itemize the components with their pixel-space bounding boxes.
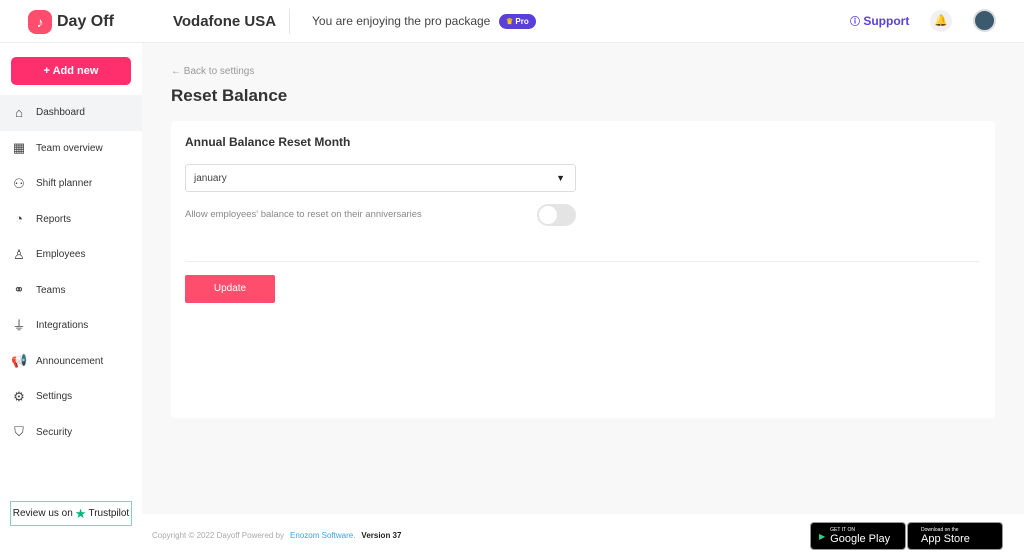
sidebar-item-label: Team overview bbox=[36, 142, 103, 154]
star-icon: ★ bbox=[74, 505, 87, 521]
calendar-icon: ▦ bbox=[12, 140, 26, 156]
sidebar-item-team-overview[interactable]: ▦ Team overview bbox=[0, 131, 142, 167]
app-store-button[interactable]: Download on the App Store bbox=[907, 522, 1003, 550]
trustpilot-prefix: Review us on bbox=[12, 508, 73, 519]
sidebar-item-label: Security bbox=[36, 426, 73, 438]
sidebar-nav: ⌂ Dashboard ▦ Team overview ⚇ Shift planner ◔ R… bbox=[0, 95, 142, 450]
logo-icon: ♪ bbox=[28, 10, 52, 34]
sidebar-item-label: Dashboard bbox=[36, 107, 85, 119]
sidebar-item-reports[interactable]: ◔ Reports bbox=[0, 202, 142, 238]
google-play-icon: ▶ bbox=[819, 531, 826, 541]
shield-icon: ⛉ bbox=[14, 424, 24, 440]
google-play-button[interactable]: ▶ GET IT ON Google Play bbox=[810, 522, 906, 550]
sidebar-item-integrations[interactable]: ⏚ Integrations bbox=[0, 308, 142, 344]
enozom-link[interactable]: Enozom Software. bbox=[290, 531, 356, 540]
reset-balance-card: Annual Balance Reset Month january ▼ Allo… bbox=[171, 121, 995, 418]
support-label: Support bbox=[863, 14, 910, 28]
sidebar-item-label: Teams bbox=[36, 284, 66, 296]
section-title: Annual Balance Reset Month bbox=[185, 135, 351, 149]
month-value: january bbox=[194, 173, 227, 184]
badge-label: Pro bbox=[515, 17, 529, 26]
divider bbox=[289, 9, 290, 34]
sidebar-item-label: Integrations bbox=[36, 320, 89, 332]
page-title: Reset Balance bbox=[171, 86, 288, 105]
support-link[interactable]: ⓘ Support bbox=[850, 13, 909, 28]
footer: Copyright © 2022 Dayoff Powered by Enozom… bbox=[142, 514, 1024, 557]
help-icon: ⓘ bbox=[850, 17, 860, 28]
sidebar-item-shift-planner[interactable]: ⚇ Shift planner bbox=[0, 166, 142, 202]
top-bar: ♪ Day Off Vodafone USA You are enjoying t… bbox=[0, 0, 1024, 43]
sidebar-item-label: Reports bbox=[36, 213, 72, 225]
bell-icon[interactable]: 🔔 bbox=[930, 10, 952, 32]
google-big: Google Play bbox=[830, 533, 891, 545]
add-new-label: Add new bbox=[52, 65, 99, 77]
app-name: Day Off bbox=[57, 13, 114, 30]
sidebar: + Add new ⌂ Dashboard ▦ Team overview ⚇ Shift… bbox=[0, 43, 142, 557]
plug-icon: ⏚ bbox=[12, 317, 26, 333]
megaphone-icon: 📢 bbox=[11, 353, 28, 369]
sidebar-item-label: Employees bbox=[36, 249, 86, 261]
home-icon: ⌂ bbox=[15, 104, 23, 120]
sidebar-item-label: Shift planner bbox=[36, 178, 93, 190]
apple-small: Download on the bbox=[921, 527, 959, 533]
anniversary-toggle[interactable] bbox=[537, 204, 576, 226]
sidebar-item-announcement[interactable]: 📢 Announcement bbox=[0, 344, 142, 380]
sidebar-item-settings[interactable]: ⚙ Settings bbox=[0, 379, 142, 415]
gear-icon: ⚙ bbox=[13, 388, 25, 404]
package-text: You are enjoying the pro package bbox=[312, 14, 491, 28]
user-icon: ♙ bbox=[13, 246, 25, 262]
version: Version 37 bbox=[361, 531, 402, 540]
sidebar-item-dashboard[interactable]: ⌂ Dashboard bbox=[0, 95, 142, 131]
crown-icon: ♛ bbox=[506, 17, 514, 26]
copyright: Copyright © 2022 Dayoff Powered by bbox=[152, 531, 285, 540]
sidebar-item-employees[interactable]: ♙ Employees bbox=[0, 237, 142, 273]
team-icon: ⚭ bbox=[13, 282, 25, 298]
pie-chart-icon: ◔ bbox=[15, 211, 23, 227]
company-name: Vodafone USA bbox=[173, 13, 277, 30]
avatar[interactable] bbox=[973, 9, 996, 32]
user-clock-icon: ⚇ bbox=[13, 175, 25, 191]
apple-big: App Store bbox=[921, 533, 970, 545]
back-to-settings-link[interactable]: ← Back to settings bbox=[171, 66, 255, 77]
divider bbox=[185, 261, 980, 262]
trustpilot-label: Trustpilot bbox=[88, 508, 130, 519]
anniversary-label: Allow employees' balance to reset on the… bbox=[185, 209, 422, 220]
sidebar-item-label: Settings bbox=[36, 391, 73, 403]
sidebar-item-teams[interactable]: ⚭ Teams bbox=[0, 273, 142, 309]
pro-badge: ♛ Pro bbox=[499, 14, 536, 29]
sidebar-item-label: Announcement bbox=[36, 355, 104, 367]
caret-down-icon: ▼ bbox=[556, 173, 565, 183]
logo[interactable]: ♪ Day Off bbox=[28, 10, 114, 34]
add-new-button[interactable]: + Add new bbox=[11, 57, 131, 85]
month-select[interactable]: january ▼ bbox=[185, 164, 576, 192]
google-small: GET IT ON bbox=[830, 527, 855, 533]
trustpilot-button[interactable]: Review us on ★ Trustpilot bbox=[10, 501, 132, 526]
update-button[interactable]: Update bbox=[185, 275, 275, 303]
sidebar-item-security[interactable]: ⛉ Security bbox=[0, 415, 142, 451]
